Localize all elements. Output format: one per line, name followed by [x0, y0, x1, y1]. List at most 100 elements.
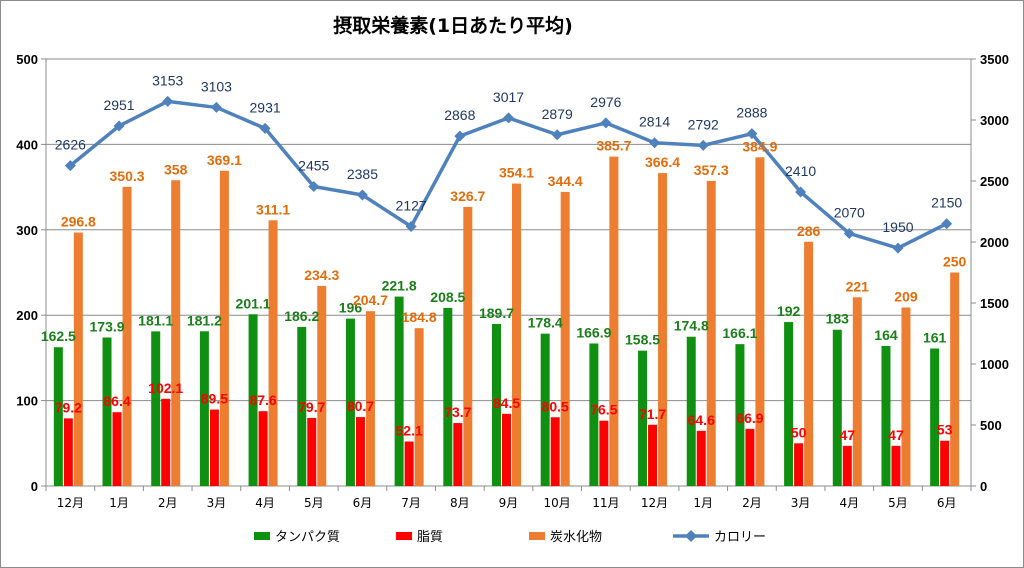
calorie-point: [162, 95, 174, 107]
calorie-data-label: 3017: [493, 89, 524, 105]
calorie-data-label: 3103: [201, 78, 232, 94]
fat-data-label: 47: [840, 427, 856, 443]
protein-bar: [930, 348, 940, 486]
protein-data-label: 161: [923, 330, 947, 346]
y-right-tick-label: 3000: [980, 113, 1009, 128]
protein-bar: [248, 314, 258, 486]
protein-data-label: 173.9: [90, 318, 125, 334]
fat-bar: [258, 411, 268, 486]
carb-data-label: 369.1: [207, 152, 242, 168]
fat-data-label: 76.5: [590, 402, 617, 418]
carb-bar: [219, 170, 229, 486]
calorie-data-label: 2931: [250, 99, 281, 115]
calorie-data-label: 3153: [152, 72, 183, 88]
protein-bar: [151, 331, 161, 486]
carb-data-label: 385.7: [596, 138, 631, 154]
protein-bar: [345, 318, 355, 486]
protein-data-label: 158.5: [625, 332, 660, 348]
protein-bar: [443, 307, 453, 486]
carb-data-label: 357.3: [694, 162, 729, 178]
carb-bar: [706, 180, 716, 487]
calorie-point: [210, 101, 222, 113]
calorie-point: [843, 227, 855, 239]
y-right-tick-label: 1000: [980, 357, 1009, 372]
protein-bar: [492, 323, 501, 486]
protein-data-label: 166.9: [576, 324, 611, 340]
fat-bar: [63, 418, 73, 486]
x-tick-label: 4月: [255, 496, 275, 510]
carb-data-label: 250: [943, 254, 967, 270]
carb-data-label: 311.1: [256, 201, 290, 217]
y-left-tick-label: 100: [16, 394, 38, 409]
protein-data-label: 162.5: [41, 328, 76, 344]
protein-bar: [102, 337, 112, 486]
carb-data-label: 184.8: [402, 309, 437, 325]
calorie-point: [64, 160, 76, 172]
carb-bar: [512, 183, 521, 486]
calorie-data-label: 2385: [347, 166, 378, 182]
fat-data-label: 79.2: [55, 399, 82, 415]
calorie-data-label: 2792: [688, 116, 719, 132]
carb-bar: [609, 156, 619, 487]
x-tick-label: 12月: [57, 496, 84, 510]
y-left-tick-label: 200: [16, 308, 38, 323]
fat-bar: [794, 443, 804, 486]
x-tick-label: 9月: [499, 496, 519, 510]
calorie-point: [503, 112, 514, 124]
calorie-data-label: 2879: [542, 106, 573, 122]
protein-data-label: 189.7: [479, 305, 514, 321]
protein-bar: [784, 322, 794, 486]
fat-bar: [745, 428, 755, 486]
y-left-tick-label: 0: [31, 479, 38, 494]
protein-bar: [53, 347, 63, 486]
protein-data-label: 178.4: [528, 315, 563, 331]
calorie-data-label: 2410: [785, 163, 816, 179]
calorie-point: [113, 120, 125, 132]
carb-data-label: 326.7: [450, 188, 485, 204]
fat-data-label: 64.6: [688, 412, 715, 428]
y-left-tick-label: 500: [16, 52, 38, 67]
fat-bar: [355, 417, 365, 486]
carb-data-label: 286: [797, 223, 821, 239]
calorie-data-label: 2127: [396, 198, 427, 214]
protein-bar: [589, 343, 599, 486]
axes: 0 100 200 300 400 500 0 500 1000 1500 2000 2500 3000…: [16, 52, 1009, 510]
fat-bar: [696, 430, 706, 486]
fat-data-label: 87.6: [249, 392, 276, 408]
calorie-data-label: 2951: [103, 97, 134, 113]
calorie-point: [551, 129, 563, 141]
calorie-point: [941, 218, 953, 230]
y-right-tick-label: 1500: [980, 296, 1009, 311]
carb-bar: [463, 206, 473, 486]
fat-data-label: 89.5: [201, 391, 228, 407]
protein-data-label: 201.1: [236, 295, 271, 311]
fat-bar: [307, 417, 317, 486]
protein-bar: [881, 345, 891, 486]
carb-bar: [950, 272, 960, 486]
carb-bar: [317, 285, 327, 486]
protein-data-label: 196: [339, 300, 363, 316]
x-tick-label: 1月: [109, 496, 129, 510]
y-right-tick-label: 0: [980, 479, 987, 494]
carb-bar: [560, 191, 570, 487]
legend-swatch: [396, 532, 412, 540]
fat-data-label: 47: [888, 427, 904, 443]
fat-data-label: 102.1: [148, 380, 183, 396]
x-tick-label: 12月: [641, 496, 668, 510]
fat-data-label: 50: [791, 424, 807, 440]
legend-label: 脂質: [417, 530, 443, 545]
carb-bar: [171, 180, 181, 486]
fat-data-label: 84.5: [493, 395, 520, 411]
carb-bar: [268, 220, 278, 486]
fat-data-label: 79.7: [298, 399, 325, 415]
carb-bar: [414, 328, 424, 486]
carb-data-label: 384.9: [742, 138, 777, 154]
calorie-point: [405, 221, 417, 233]
fat-data-label: 86.4: [103, 393, 130, 409]
calorie-point: [892, 242, 904, 254]
x-tick-label: 2月: [742, 496, 762, 510]
protein-bar: [686, 336, 696, 486]
calorie-point: [746, 128, 758, 140]
fat-bar: [648, 424, 658, 486]
